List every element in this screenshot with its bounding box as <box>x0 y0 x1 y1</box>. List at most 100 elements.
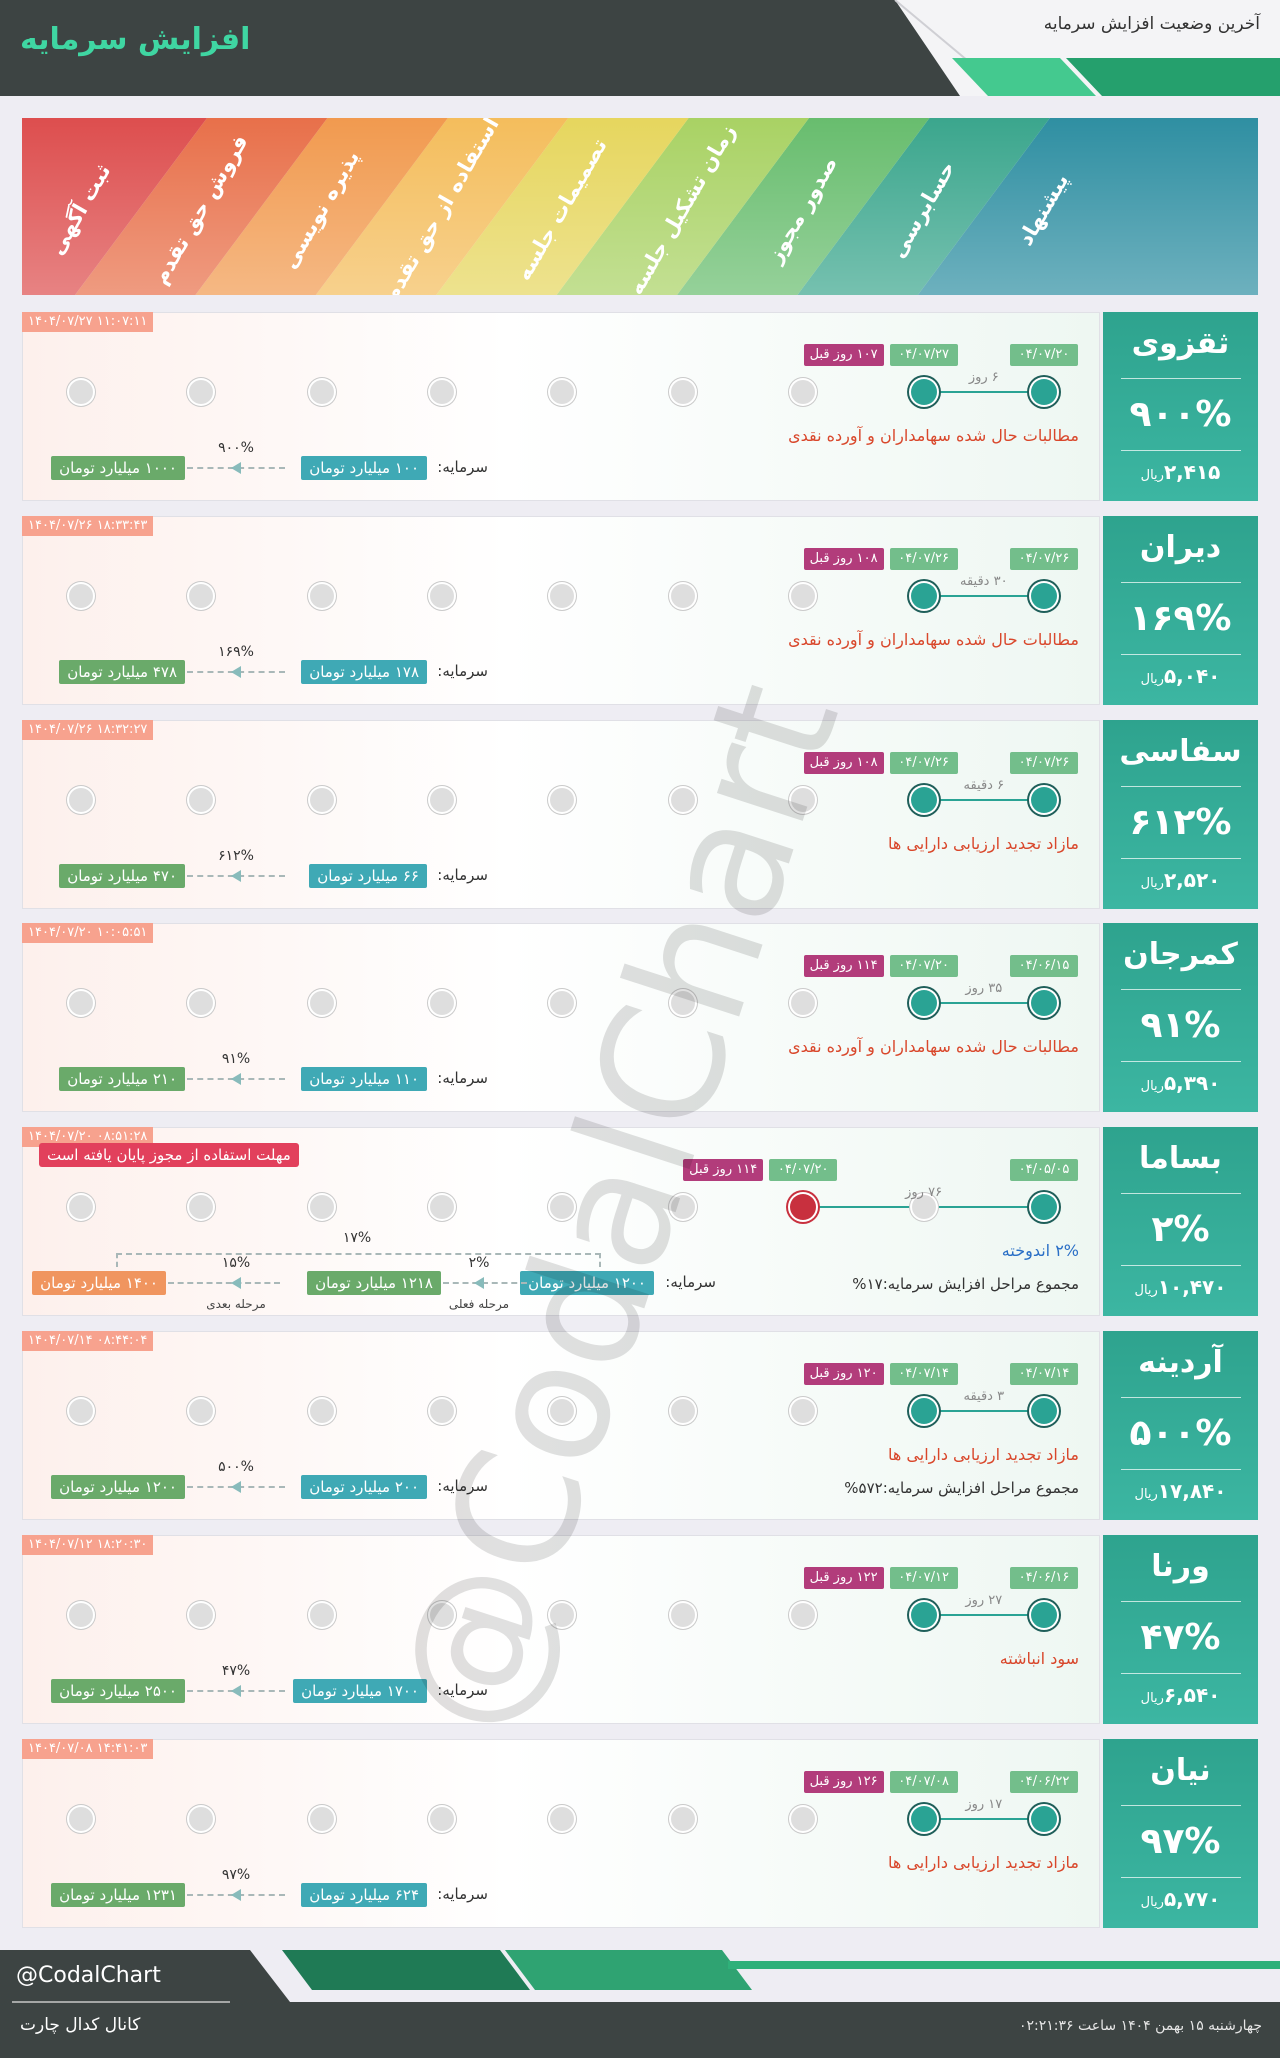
stage-dot <box>791 380 816 404</box>
stage-dot <box>430 1603 454 1627</box>
stock-row: کمرجان ۹۱% ۵,۳۹۰ریال ۱۴۰۴/۰۷/۲۰ ۱۰:۰۵:۵۱ ۰۴/… <box>22 923 1258 1112</box>
purpose: مازاد تجدید ارزیابی دارایی ها <box>888 1853 1079 1872</box>
panel-rule <box>1121 1673 1241 1674</box>
stock-name: دیران <box>1139 530 1222 565</box>
arrow-head <box>231 666 241 678</box>
price-unit: ریال <box>1140 1079 1164 1094</box>
purpose: مازاد تجدید ارزیابی دارایی ها <box>888 834 1079 853</box>
arrow-head <box>231 1685 241 1697</box>
stage-dot <box>911 1195 936 1219</box>
progress-line <box>923 391 1044 393</box>
stage-dot <box>189 1195 214 1219</box>
progress-line <box>923 595 1044 597</box>
price-unit: ریال <box>1140 876 1164 891</box>
notice: مهلت استفاده از مجوز پایان یافته است <box>39 1143 299 1167</box>
stage-dot <box>189 991 214 1015</box>
stage-dot-active <box>910 1398 937 1424</box>
panel-rule <box>1121 654 1241 655</box>
progress-line <box>923 1002 1044 1004</box>
price-value: ۵,۷۷۰ <box>1163 1887 1221 1911</box>
end-date: ۰۴/۰۷/۲۶ <box>889 548 958 570</box>
stock-percent: ۶۱۲% <box>1129 802 1232 843</box>
days-ago: ۱۲۶ روز قبل <box>803 1771 884 1793</box>
stage-dot-active <box>1031 1806 1057 1832</box>
stock-name: آردینه <box>1138 1345 1223 1380</box>
stock-percent: ۵۰۰% <box>1129 1413 1232 1454</box>
stock-percent: ۹۱% <box>1140 1005 1221 1046</box>
panel-rule <box>1121 1265 1241 1266</box>
timestamp: ۱۴۰۴/۰۷/۲۷ ۱۱:۰۷:۱۱ <box>22 312 154 332</box>
footer-channel: کانال کدال چارت <box>20 2015 141 2035</box>
arrow-head <box>231 1277 241 1289</box>
row-body <box>22 923 1100 1112</box>
stage-dot <box>791 1603 816 1627</box>
arrow-line <box>443 1282 527 1284</box>
header-stripe <box>952 58 1096 96</box>
summary: مجموع مراحل افزایش سرمایه:۵۷۲% <box>844 1479 1079 1497</box>
stage-dot <box>430 380 454 404</box>
stage-dot <box>309 788 334 812</box>
start-date: ۰۴/۰۷/۱۴ <box>1010 1363 1078 1385</box>
price-value: ۱۷,۸۴۰ <box>1157 1479 1227 1503</box>
capital-label: سرمایه: <box>437 662 488 680</box>
name-panel: سفاسی ۶۱۲% ۲,۵۲۰ریال <box>1103 720 1258 909</box>
start-date: ۰۴/۰۶/۱۵ <box>1010 955 1078 977</box>
stock-percent: ۱۶۹% <box>1129 598 1232 639</box>
stage-dot <box>791 1399 816 1423</box>
capital-step: ۱۲۱۸ میلیارد تومان <box>307 1271 441 1295</box>
stage-dot <box>309 1399 334 1423</box>
progress-line <box>923 799 1044 801</box>
duration: ۳۵ روز <box>965 981 1003 996</box>
capital-change: ۹۱% <box>221 1051 251 1067</box>
capital-change: ۹۷% <box>221 1867 251 1883</box>
days-ago: ۱۲۰ روز قبل <box>803 1363 884 1385</box>
row-body <box>22 1331 1100 1520</box>
start-date: ۰۴/۰۷/۲۰ <box>1010 344 1078 366</box>
timestamp: ۱۴۰۴/۰۷/۲۶ ۱۸:۳۲:۲۷ <box>22 720 154 740</box>
stage-dot <box>550 1603 575 1627</box>
stage-dot <box>670 1603 695 1627</box>
price-unit: ریال <box>1140 1895 1164 1910</box>
footer-handle: @CodalChart <box>16 1963 161 1988</box>
stage-dot-active <box>1031 583 1057 609</box>
stage-dot <box>189 1603 214 1627</box>
timestamp: ۱۴۰۴/۰۷/۲۰ ۱۰:۰۵:۵۱ <box>22 923 154 943</box>
start-date: ۰۴/۰۵/۰۵ <box>1010 1159 1078 1181</box>
capital-label: سرمایه: <box>437 458 488 476</box>
stage-dot <box>430 1807 454 1831</box>
price: ۲,۴۱۵ریال <box>1103 460 1258 484</box>
capital-current: ۱۷۸ میلیارد تومان <box>301 660 427 684</box>
header-bg <box>0 0 1280 96</box>
purpose: مازاد تجدید ارزیابی دارایی ها <box>888 1445 1079 1464</box>
price-unit: ریال <box>1140 468 1164 483</box>
stage-dot <box>550 380 575 404</box>
footer-date: چهارشنبه ۱۵ بهمن ۱۴۰۴ ساعت ۰۲:۲۱:۳۶ <box>1019 2018 1262 2034</box>
start-date: ۰۴/۰۷/۲۶ <box>1010 548 1078 570</box>
stage-dot <box>550 788 575 812</box>
row-body <box>22 720 1100 909</box>
price-value: ۱۰,۴۷۰ <box>1157 1275 1227 1299</box>
price-unit: ریال <box>1140 672 1164 687</box>
stage-dot <box>670 380 695 404</box>
end-date: ۰۴/۰۷/۲۰ <box>769 1159 838 1181</box>
total-bracket <box>116 1253 601 1267</box>
footer-stripe <box>505 1950 752 1990</box>
days-ago: ۱۰۸ روز قبل <box>803 752 884 774</box>
page-title: افزایش سرمایه <box>20 22 251 57</box>
arrow-head <box>231 1073 241 1085</box>
capital-label: سرمایه: <box>437 1885 488 1903</box>
stock-name: ثقزوی <box>1131 326 1230 361</box>
capital-label: سرمایه: <box>437 1477 488 1495</box>
name-panel: نیان ۹۷% ۵,۷۷۰ریال <box>1103 1739 1258 1928</box>
panel-rule <box>1121 1601 1241 1602</box>
row-body <box>22 516 1100 705</box>
footer-band <box>0 2002 1280 2058</box>
header-dark <box>0 0 960 96</box>
duration: ۶ دقیقه <box>963 778 1005 793</box>
stage-dot <box>670 991 695 1015</box>
capital-change: ۲% <box>468 1255 490 1271</box>
purpose: سود انباشته <box>999 1649 1079 1668</box>
capital-total: ۱۷% <box>342 1230 372 1246</box>
